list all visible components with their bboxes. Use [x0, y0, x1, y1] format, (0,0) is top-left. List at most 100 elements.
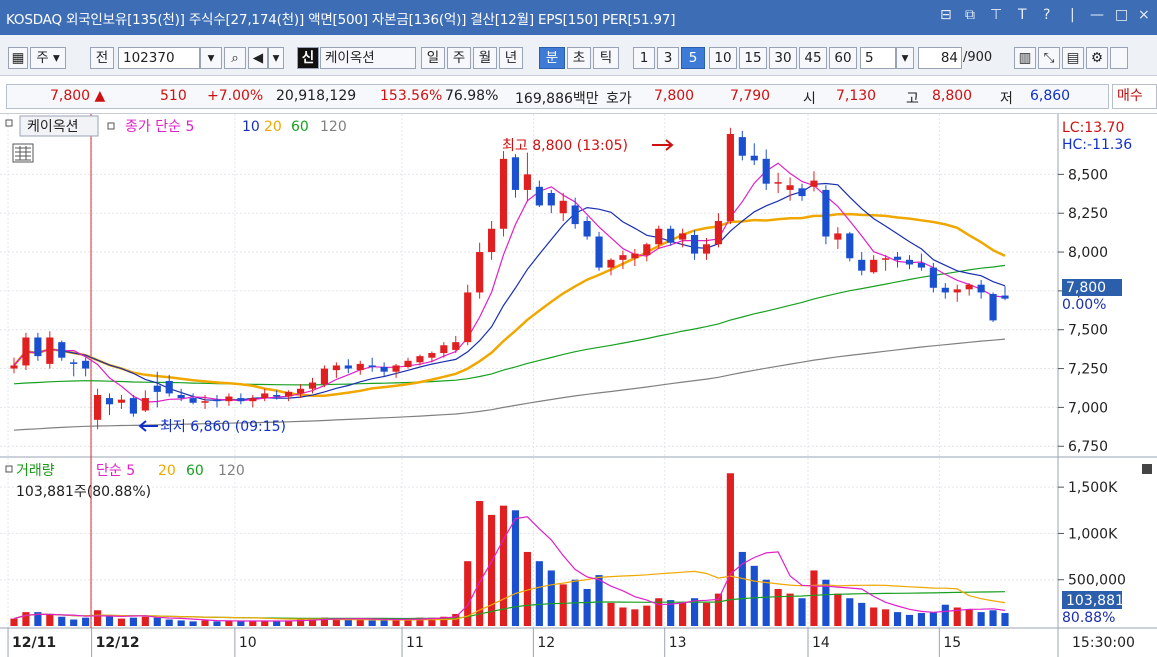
volume-bar [356, 618, 364, 626]
tile-icon[interactable]: ⧉ [965, 7, 975, 23]
period-year[interactable]: 년 [499, 47, 523, 69]
volume-bar [285, 620, 293, 626]
candle [762, 149, 770, 190]
low-price: 6,860 [1030, 88, 1071, 104]
panel-close-icon[interactable] [1142, 464, 1152, 474]
candle [846, 231, 854, 262]
layout-icon[interactable]: ▦ [8, 47, 28, 69]
current-price: 7,800 ▲ [50, 88, 106, 104]
interval-45[interactable]: 45 [799, 47, 827, 69]
price-tick-label: 8,250 [1068, 206, 1108, 222]
gear-icon[interactable]: ⚙ [1086, 47, 1108, 69]
volume-bar [308, 618, 317, 626]
period-minute[interactable]: 분 [539, 47, 565, 69]
window-titlebar: KOSDAQ 외국인보유[135(천)] 주식수[27,174(천)] 액면[5… [0, 0, 1157, 35]
legend-ma-prefix: 종가 단순 5 [125, 119, 194, 135]
candle-settings-icon[interactable]: ▥ [1014, 47, 1036, 69]
candle [320, 365, 329, 388]
interval-60[interactable]: 60 [829, 47, 857, 69]
help-icon[interactable]: ? [1043, 7, 1051, 23]
interval-5[interactable]: 5 [681, 47, 705, 69]
min-annotation: 최저 6,860 (09:15) [160, 419, 286, 435]
period-tick[interactable]: 틱 [593, 47, 619, 69]
restore-icon[interactable]: ⊟ [940, 7, 952, 23]
display-count-input[interactable]: 84 [918, 47, 962, 69]
volume-bar [165, 619, 173, 626]
stock-name-field[interactable]: 케이옥션 [320, 47, 416, 69]
quote-label: 호가 [606, 91, 632, 107]
candle [273, 390, 281, 400]
period-day[interactable]: 일 [421, 47, 445, 69]
speaker-dropdown-icon[interactable]: ▾ [268, 47, 284, 69]
font-icon[interactable]: T [1018, 7, 1027, 23]
current-price-marker [1062, 279, 1122, 296]
period-week[interactable]: 주 [447, 47, 471, 69]
stock-code-input[interactable]: 102370 [118, 47, 200, 69]
candle [1001, 286, 1009, 301]
period-second[interactable]: 초 [567, 47, 591, 69]
volume-bar [261, 620, 269, 626]
candle [917, 253, 926, 271]
volume-bar [70, 619, 78, 626]
search-icon[interactable]: ⌕ [224, 47, 246, 69]
interval-1[interactable]: 1 [633, 47, 655, 69]
candle [941, 283, 949, 299]
code-dropdown-icon[interactable]: ▾ [200, 47, 222, 69]
legend-ma-10: 10 [242, 119, 260, 135]
candle [189, 393, 197, 405]
interval-10[interactable]: 10 [709, 47, 737, 69]
volume-ma-20: 20 [158, 463, 176, 479]
checkbox[interactable] [1110, 47, 1128, 69]
volume-value: 103,881주(80.88%) [16, 484, 151, 500]
candle [380, 362, 388, 377]
pin-icon[interactable]: ⊤ [990, 7, 1002, 23]
legend-ma-120: 120 [320, 119, 347, 135]
close-icon[interactable]: × [1138, 7, 1150, 23]
candle [249, 394, 257, 408]
x-tick-label: 14 [812, 635, 830, 651]
candle [547, 189, 555, 214]
separator-icon: | [1070, 7, 1075, 23]
x-tick-label: 13 [669, 635, 687, 651]
candle [499, 151, 508, 237]
current-pct-axis: 0.00% [1062, 297, 1106, 313]
candle [690, 230, 699, 260]
minimize-icon[interactable]: — [1090, 7, 1104, 23]
interval-dropdown-icon[interactable]: ▾ [896, 47, 914, 69]
table-toggle-icon[interactable] [12, 143, 34, 163]
volume-legend-box-icon [5, 465, 13, 473]
interval-select[interactable]: 5 [860, 47, 896, 69]
candle [523, 152, 531, 201]
volume-bar [774, 588, 782, 626]
rate-value: 76.98% [445, 88, 499, 104]
volume-bar [893, 612, 902, 626]
save-icon[interactable]: ▤ [1062, 47, 1084, 69]
price-change: 510 [160, 88, 187, 104]
volume-bar [989, 610, 997, 626]
volume-bar [237, 621, 245, 626]
candle [452, 335, 460, 354]
period-month[interactable]: 월 [473, 47, 497, 69]
price-change-pct: +7.00% [207, 88, 264, 104]
x-tick-label: 12/12 [96, 635, 140, 651]
candle [858, 252, 866, 276]
buy-button[interactable]: 매수 [1112, 84, 1157, 109]
trendline-icon[interactable]: ⤡ [1038, 47, 1060, 69]
interval-3[interactable]: 3 [657, 47, 679, 69]
candle [798, 183, 806, 201]
ma-60-line [13, 264, 1006, 386]
speaker-icon[interactable]: ◀ [248, 47, 268, 69]
mode-select[interactable]: 주 ▾ [30, 47, 66, 69]
volume-bar [523, 551, 531, 626]
candle [834, 227, 842, 249]
stock-label-box[interactable] [19, 115, 99, 137]
interval-30[interactable]: 30 [769, 47, 797, 69]
candlestick-chart[interactable]: 8,5008,2508,0007,7507,5007,2507,0006,750… [0, 114, 1157, 657]
interval-15[interactable]: 15 [739, 47, 767, 69]
candle [308, 377, 317, 394]
ask-price: 7,800 [654, 88, 695, 104]
volume-bar [810, 570, 818, 626]
ma-5-line [13, 162, 1006, 403]
maximize-icon[interactable]: □ [1115, 7, 1129, 23]
prev-button[interactable]: 전 [90, 47, 114, 69]
